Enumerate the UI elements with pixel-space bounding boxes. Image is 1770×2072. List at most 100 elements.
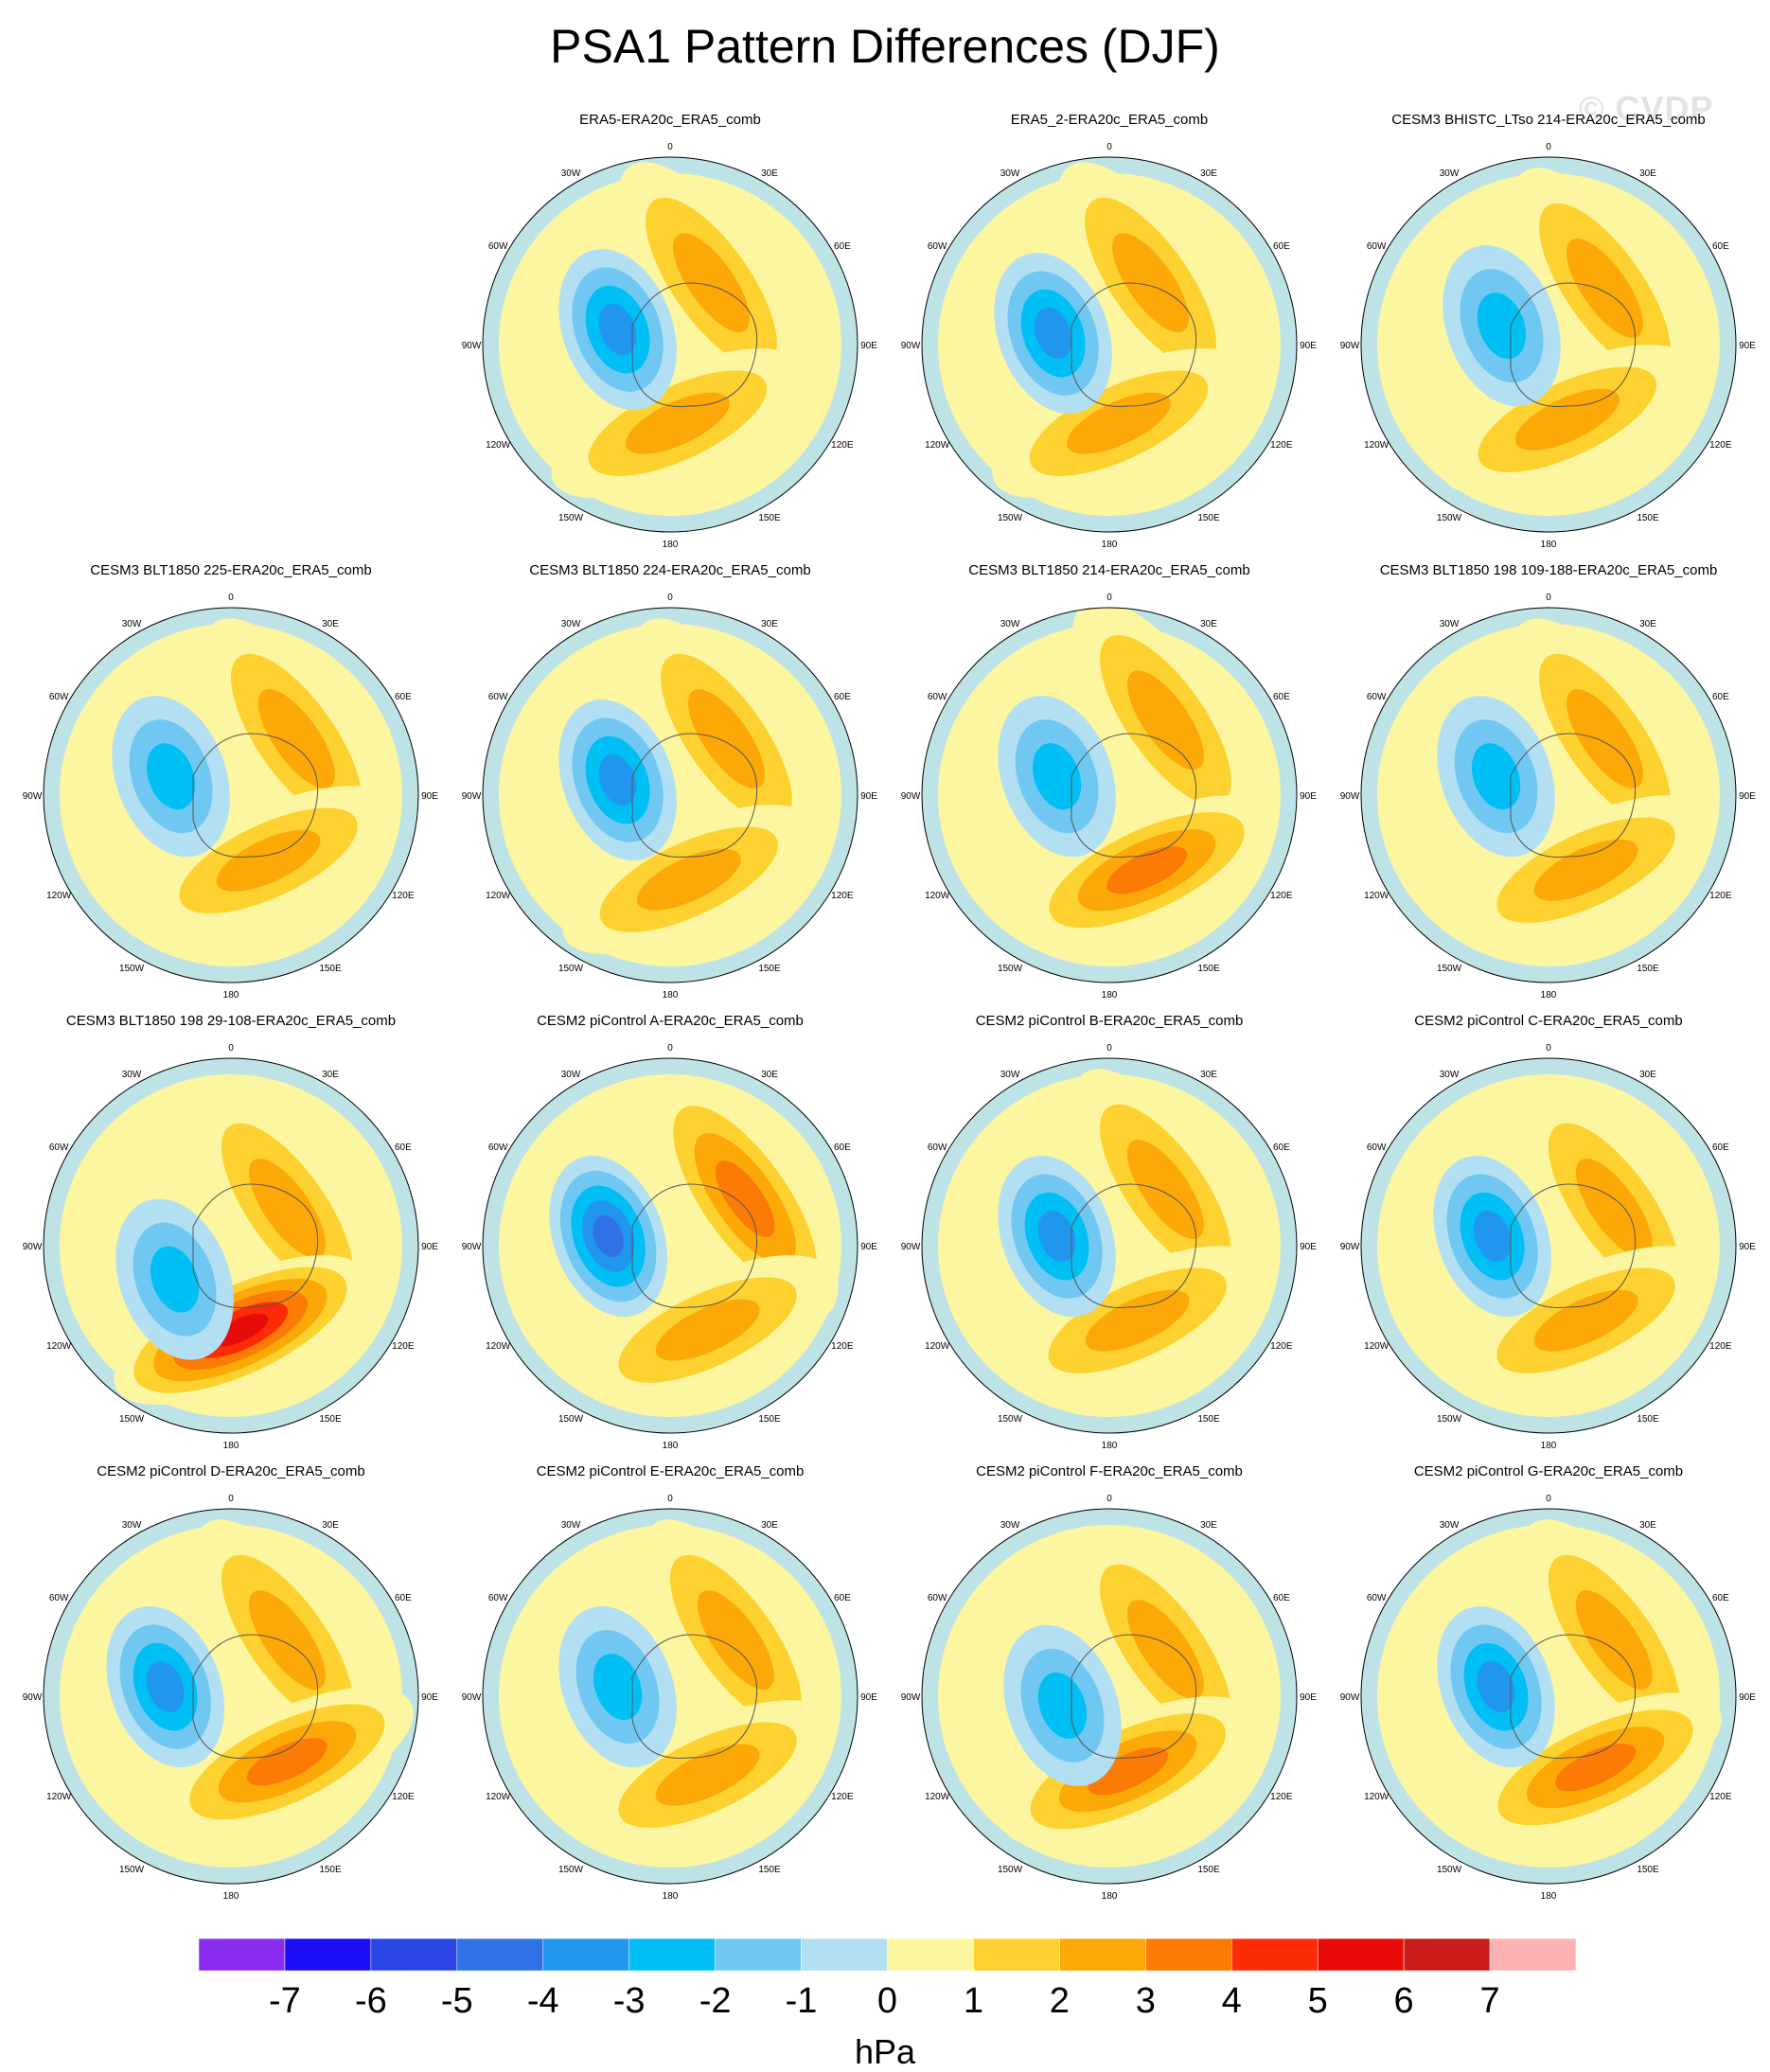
longitude-label: 30E bbox=[1200, 619, 1217, 629]
map-border bbox=[921, 1508, 1298, 1885]
colorbar-units-label: hPa bbox=[854, 2032, 916, 2071]
longitude-label: 120E bbox=[392, 1341, 415, 1352]
panel-title: CESM3 BLT1850 198 29-108-ERA20c_ERA5_com… bbox=[65, 1013, 397, 1029]
longitude-label: 0 bbox=[1106, 1043, 1112, 1054]
longitude-label: 150E bbox=[319, 1414, 342, 1425]
longitude-label: 90E bbox=[860, 1692, 877, 1703]
longitude-label: 30E bbox=[761, 1520, 778, 1531]
longitude-label: 60E bbox=[395, 1593, 412, 1603]
coastline bbox=[1510, 733, 1637, 858]
colorbar-tick-label: 3 bbox=[1136, 1981, 1156, 2021]
longitude-label: 60E bbox=[1712, 241, 1729, 252]
longitude-label: 150E bbox=[1637, 1865, 1659, 1875]
longitude-label: 120E bbox=[1709, 1341, 1732, 1352]
colorbar-swatch bbox=[1059, 1939, 1146, 1972]
coastline bbox=[1510, 1634, 1637, 1759]
longitude-label: 150E bbox=[319, 964, 342, 974]
longitude-label: 30W bbox=[122, 1520, 142, 1531]
longitude-label: 0 bbox=[1546, 1494, 1551, 1504]
colorbar-tick-label: -3 bbox=[613, 1981, 646, 2021]
longitude-label: 30W bbox=[122, 1070, 142, 1080]
contour-field bbox=[483, 1509, 858, 1884]
longitude-label: 150E bbox=[1637, 513, 1659, 523]
coastline bbox=[1071, 1634, 1197, 1759]
longitude-label: 150E bbox=[758, 964, 781, 974]
longitude-label: 90W bbox=[23, 1242, 43, 1252]
longitude-label: 60W bbox=[1367, 241, 1387, 252]
longitude-label: 30E bbox=[1639, 1070, 1656, 1080]
colorbar-swatch bbox=[1317, 1939, 1405, 1972]
longitude-label: 60W bbox=[49, 1593, 69, 1603]
longitude-label: 60E bbox=[1273, 241, 1290, 252]
colorbar-swatch bbox=[284, 1939, 372, 1972]
longitude-label: 180 bbox=[1102, 990, 1118, 1001]
longitude-label: 120W bbox=[925, 1341, 950, 1352]
longitude-label: 0 bbox=[667, 593, 673, 603]
colorbar-swatch bbox=[1145, 1939, 1232, 1972]
map-panel: CESM3 BLT1850 198 109-188-ERA20c_ERA5_co… bbox=[1331, 562, 1766, 1007]
polar-stereographic-map: 0 30E 60E 90E 120E 150E 180 150W 120W 90W 60W 30W bbox=[23, 593, 439, 1001]
longitude-label: 0 bbox=[228, 1494, 234, 1504]
longitude-label: 60E bbox=[834, 1142, 851, 1153]
map-border bbox=[921, 1057, 1298, 1434]
longitude-label: 60W bbox=[928, 241, 947, 252]
longitude-label: 90E bbox=[1739, 341, 1756, 351]
longitude-label: 150W bbox=[998, 513, 1023, 523]
polar-stereographic-map: 0 30E 60E 90E 120E 150E 180 150W 120W 90W 60W 30W bbox=[1340, 593, 1757, 1001]
map-border bbox=[482, 607, 858, 983]
panel-title: CESM3 BHISTC_LTso 214-ERA20c_ERA5_comb bbox=[1391, 112, 1706, 128]
longitude-label: 60W bbox=[49, 692, 69, 702]
longitude-label: 30E bbox=[761, 168, 778, 179]
longitude-label: 180 bbox=[1541, 1891, 1557, 1902]
longitude-label: 0 bbox=[1106, 142, 1112, 152]
longitude-label: 120W bbox=[1364, 1792, 1389, 1802]
map-border bbox=[921, 156, 1298, 533]
polar-stereographic-map: 0 30E 60E 90E 120E 150E 180 150W 120W 90W 60W 30W bbox=[901, 1494, 1318, 1902]
longitude-label: 150W bbox=[998, 1414, 1023, 1425]
colorbar-swatch bbox=[542, 1939, 629, 1972]
longitude-label: 120W bbox=[925, 1792, 950, 1802]
longitude-label: 90E bbox=[421, 1692, 438, 1703]
colorbar-tick-label: -4 bbox=[527, 1981, 559, 2021]
longitude-label: 120E bbox=[831, 440, 854, 451]
longitude-label: 150W bbox=[119, 1414, 145, 1425]
contour-field bbox=[922, 1058, 1297, 1433]
longitude-label: 90E bbox=[1739, 1242, 1756, 1252]
longitude-label: 90E bbox=[1739, 1692, 1756, 1703]
longitude-label: 90W bbox=[462, 791, 482, 802]
panel-title: CESM3 BLT1850 214-ERA20c_ERA5_comb bbox=[968, 562, 1250, 578]
longitude-label: 60W bbox=[1367, 1593, 1387, 1603]
longitude-label: 60E bbox=[834, 692, 851, 702]
longitude-label: 30W bbox=[561, 1070, 581, 1080]
longitude-label: 90W bbox=[1340, 1242, 1360, 1252]
map-panel: CESM2 piControl B-ERA20c_ERA5_comb 0 30E 60… bbox=[892, 1013, 1327, 1458]
longitude-label: 120E bbox=[1709, 1792, 1732, 1802]
longitude-label: 150W bbox=[998, 964, 1023, 974]
longitude-label: 90E bbox=[860, 341, 877, 351]
longitude-label: 150E bbox=[319, 1865, 342, 1875]
longitude-label: 150W bbox=[558, 1865, 584, 1875]
longitude-label: 90E bbox=[860, 791, 877, 802]
polar-stereographic-map: 0 30E 60E 90E 120E 150E 180 150W 120W 90W 60W 30W bbox=[1340, 142, 1757, 550]
longitude-label: 60W bbox=[488, 1142, 508, 1153]
map-panel: CESM2 piControl C-ERA20c_ERA5_comb 0 30E 60… bbox=[1331, 1013, 1766, 1458]
page-title: PSA1 Pattern Differences (DJF) bbox=[550, 20, 1220, 73]
longitude-label: 30W bbox=[1440, 619, 1460, 629]
longitude-label: 120E bbox=[1270, 1792, 1293, 1802]
longitude-label: 90E bbox=[1739, 791, 1756, 802]
map-border bbox=[1360, 156, 1737, 533]
panel-title: CESM2 piControl D-ERA20c_ERA5_comb bbox=[97, 1463, 365, 1479]
panel-title: CESM2 piControl B-ERA20c_ERA5_comb bbox=[975, 1013, 1244, 1029]
contour-field bbox=[1361, 1509, 1736, 1884]
polar-stereographic-map: 0 30E 60E 90E 120E 150E 180 150W 120W 90W 60W 30W bbox=[901, 1043, 1318, 1451]
coastline bbox=[1071, 1183, 1197, 1308]
longitude-label: 120E bbox=[1270, 440, 1293, 451]
longitude-label: 150E bbox=[758, 1414, 781, 1425]
longitude-label: 30W bbox=[1000, 168, 1020, 179]
panel-title: CESM2 piControl A-ERA20c_ERA5_comb bbox=[537, 1013, 804, 1029]
polar-stereographic-map: 0 30E 60E 90E 120E 150E 180 150W 120W 90W 60W 30W bbox=[462, 593, 878, 1001]
longitude-label: 120E bbox=[1270, 1341, 1293, 1352]
colorbar-tick-label: -7 bbox=[269, 1981, 301, 2021]
longitude-label: 120E bbox=[392, 1792, 415, 1802]
map-panel: CESM3 BLT1850 225-ERA20c_ERA5_comb 0 30E 60… bbox=[13, 562, 449, 1007]
